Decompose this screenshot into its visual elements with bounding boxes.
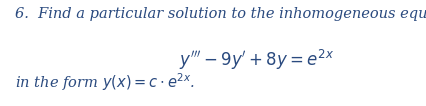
Text: $y^{\prime\prime\prime} - 9y^{\prime} + 8y = e^{2x}$: $y^{\prime\prime\prime} - 9y^{\prime} + … bbox=[178, 48, 333, 72]
Text: 6.  Find a particular solution to the inhomogeneous equation: 6. Find a particular solution to the inh… bbox=[15, 7, 426, 21]
Text: in the form $y(x) = c \cdot e^{2x}$.: in the form $y(x) = c \cdot e^{2x}$. bbox=[15, 72, 195, 93]
